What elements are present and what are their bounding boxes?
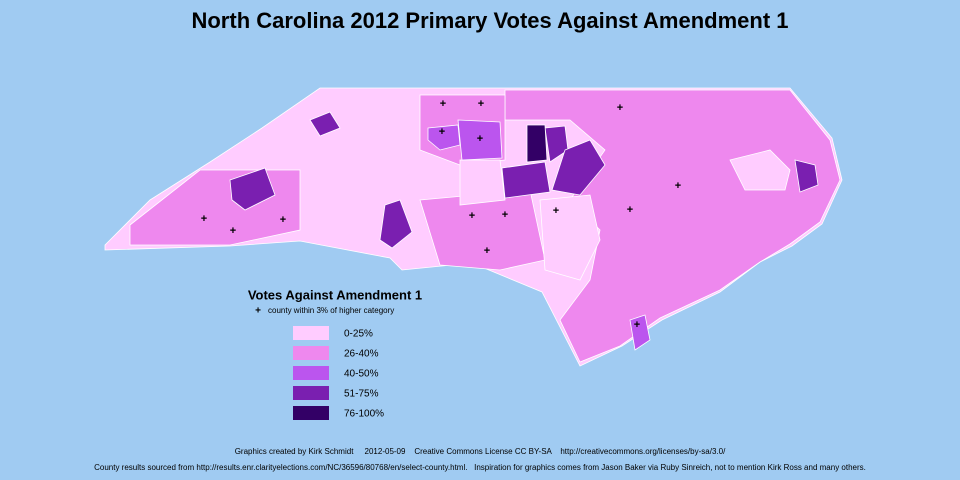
marker: + — [675, 180, 681, 192]
marker: + — [502, 209, 508, 221]
state-map — [104, 87, 843, 367]
marker: + — [484, 245, 490, 257]
county-region — [379, 199, 413, 249]
marker: + — [469, 210, 475, 222]
legend-swatch — [293, 326, 329, 340]
legend-label: 0-25% — [344, 329, 373, 340]
legend-swatch — [293, 386, 329, 400]
county-region — [729, 149, 791, 191]
marker: + — [477, 133, 483, 145]
county-region — [457, 119, 503, 161]
marker: + — [553, 205, 559, 217]
county-region — [229, 167, 276, 211]
near-threshold-markers: + + + + + + + + + + + + + + + — [201, 98, 681, 331]
marker: + — [478, 98, 484, 110]
marker: + — [439, 126, 445, 138]
credit-line: County results sourced from http://resul… — [94, 463, 866, 472]
legend-note: county within 3% of higher category — [268, 306, 394, 315]
legend-swatch — [293, 406, 329, 420]
legend-label: 40-50% — [344, 369, 379, 380]
county-region — [309, 111, 341, 137]
credit-line: Graphics created by Kirk Schmidt 2012-05… — [235, 447, 726, 456]
marker: + — [627, 204, 633, 216]
county-region — [501, 161, 551, 199]
county-region — [794, 159, 819, 193]
legend-swatch — [293, 346, 329, 360]
marker: + — [230, 225, 236, 237]
county-region — [539, 194, 601, 281]
county-region — [427, 124, 461, 151]
legend-swatch — [293, 366, 329, 380]
marker: + — [201, 213, 207, 225]
legend-marker: + — [255, 306, 261, 317]
county-region — [459, 159, 506, 206]
marker: + — [634, 319, 640, 331]
legend-label: 51-75% — [344, 389, 379, 400]
legend-label: 26-40% — [344, 349, 379, 360]
legend-title: Votes Against Amendment 1 — [248, 287, 422, 302]
legend: Votes Against Amendment 1 + county withi… — [248, 287, 422, 420]
marker: + — [440, 98, 446, 110]
county-region — [629, 314, 651, 351]
map-title: North Carolina 2012 Primary Votes Agains… — [191, 8, 788, 33]
legend-label: 76-100% — [344, 409, 384, 420]
county-region — [551, 139, 606, 196]
marker: + — [617, 102, 623, 114]
county-region — [129, 169, 301, 246]
county-region — [526, 124, 548, 163]
marker: + — [280, 214, 286, 226]
